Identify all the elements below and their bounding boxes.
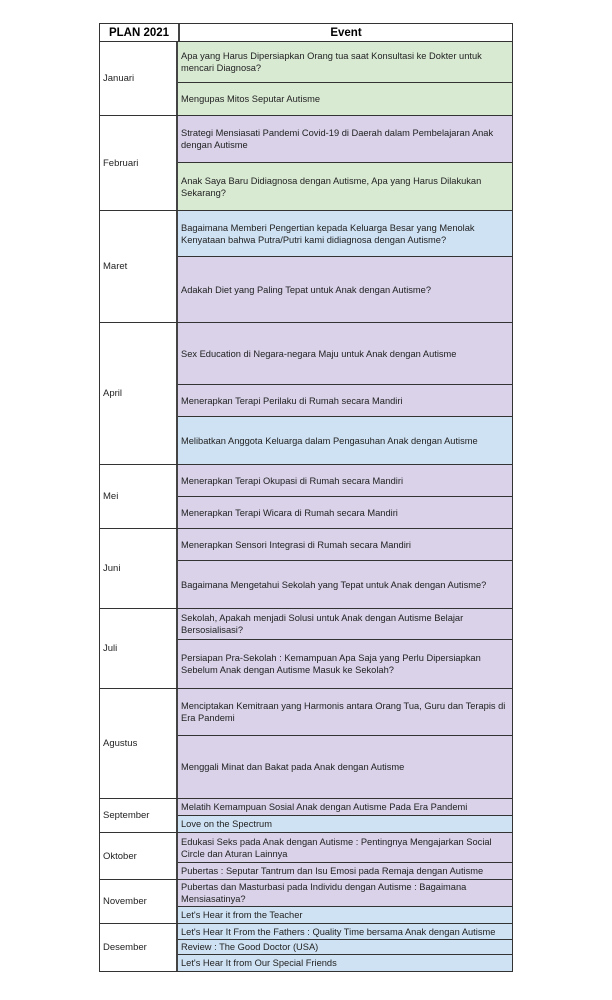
header-event: Event <box>330 26 362 39</box>
month-row-november: November Pubertas dan Masturbasi pada Ind… <box>100 880 512 924</box>
event-cell: Persiapan Pra-Sekolah : Kemampuan Apa Sa… <box>178 640 512 688</box>
event-cell: Edukasi Seks pada Anak dengan Autisme : … <box>178 833 512 863</box>
month-events: Edukasi Seks pada Anak dengan Autisme : … <box>178 833 512 879</box>
event-cell: Sex Education di Negara-negara Maju untu… <box>178 323 512 385</box>
month-row-september: September Melatih Kemampuan Sosial Anak d… <box>100 799 512 833</box>
event-cell: Pubertas dan Masturbasi pada Individu de… <box>178 880 512 907</box>
event-cell: Review : The Good Doctor (USA) <box>178 940 512 955</box>
month-row-juli: Juli Sekolah, Apakah menjadi Solusi untuk… <box>100 609 512 689</box>
event-cell: Let's Hear It from Our Special Friends <box>178 955 512 971</box>
event-cell: Mengupas Mitos Seputar Autisme <box>178 83 512 115</box>
month-label: April <box>100 323 178 464</box>
month-row-desember: Desember Let's Hear It From the Fathers :… <box>100 924 512 971</box>
month-events: Menerapkan Sensori Integrasi di Rumah se… <box>178 529 512 608</box>
month-label: Maret <box>100 211 178 322</box>
event-cell: Menerapkan Terapi Okupasi di Rumah secar… <box>178 465 512 497</box>
plan-table: PLAN 2021 Event Januari Apa yang Harus Di… <box>99 23 513 972</box>
event-cell: Menerapkan Terapi Perilaku di Rumah seca… <box>178 385 512 417</box>
month-row-mei: Mei Menerapkan Terapi Okupasi di Rumah se… <box>100 465 512 529</box>
month-label: Mei <box>100 465 178 528</box>
month-row-april: April Sex Education di Negara-negara Maju… <box>100 323 512 465</box>
month-events: Bagaimana Memberi Pengertian kepada Kelu… <box>178 211 512 322</box>
table-body: Januari Apa yang Harus Dipersiapkan Orang… <box>100 42 512 971</box>
month-row-januari: Januari Apa yang Harus Dipersiapkan Orang… <box>100 42 512 116</box>
event-cell: Melatih Kemampuan Sosial Anak dengan Aut… <box>178 799 512 816</box>
event-cell: Apa yang Harus Dipersiapkan Orang tua sa… <box>178 42 512 83</box>
header-plan: PLAN 2021 <box>100 24 180 41</box>
event-cell: Bagaimana Mengetahui Sekolah yang Tepat … <box>178 561 512 608</box>
event-cell: Strategi Mensiasati Pandemi Covid-19 di … <box>178 116 512 163</box>
month-label: November <box>100 880 178 923</box>
event-cell: Love on the Spectrum <box>178 816 512 832</box>
month-events: Apa yang Harus Dipersiapkan Orang tua sa… <box>178 42 512 115</box>
month-events: Pubertas dan Masturbasi pada Individu de… <box>178 880 512 923</box>
month-label: Juli <box>100 609 178 688</box>
table-header: PLAN 2021 Event <box>100 24 512 42</box>
month-events: Strategi Mensiasati Pandemi Covid-19 di … <box>178 116 512 210</box>
month-events: Sex Education di Negara-negara Maju untu… <box>178 323 512 464</box>
month-label: Agustus <box>100 689 178 798</box>
month-events: Let's Hear It From the Fathers : Quality… <box>178 924 512 971</box>
month-label: Desember <box>100 924 178 971</box>
event-cell: Pubertas : Seputar Tantrum dan Isu Emosi… <box>178 863 512 879</box>
month-events: Menerapkan Terapi Okupasi di Rumah secar… <box>178 465 512 528</box>
month-row-agustus: Agustus Menciptakan Kemitraan yang Harmon… <box>100 689 512 799</box>
event-cell: Adakah Diet yang Paling Tepat untuk Anak… <box>178 257 512 322</box>
month-label: Oktober <box>100 833 178 879</box>
event-cell: Menggali Minat dan Bakat pada Anak denga… <box>178 736 512 798</box>
event-cell: Let's Hear it from the Teacher <box>178 907 512 923</box>
event-cell: Let's Hear It From the Fathers : Quality… <box>178 924 512 940</box>
month-events: Menciptakan Kemitraan yang Harmonis anta… <box>178 689 512 798</box>
event-cell: Melibatkan Anggota Keluarga dalam Pengas… <box>178 417 512 464</box>
month-label: September <box>100 799 178 832</box>
event-cell: Bagaimana Memberi Pengertian kepada Kelu… <box>178 211 512 257</box>
month-events: Melatih Kemampuan Sosial Anak dengan Aut… <box>178 799 512 832</box>
month-events: Sekolah, Apakah menjadi Solusi untuk Ana… <box>178 609 512 688</box>
month-label: Januari <box>100 42 178 115</box>
event-cell: Menerapkan Sensori Integrasi di Rumah se… <box>178 529 512 561</box>
month-label: Februari <box>100 116 178 210</box>
event-cell: Menerapkan Terapi Wicara di Rumah secara… <box>178 497 512 528</box>
event-cell: Sekolah, Apakah menjadi Solusi untuk Ana… <box>178 609 512 640</box>
month-label: Juni <box>100 529 178 608</box>
month-row-maret: Maret Bagaimana Memberi Pengertian kepada… <box>100 211 512 323</box>
event-cell: Anak Saya Baru Didiagnosa dengan Autisme… <box>178 163 512 210</box>
month-row-juni: Juni Menerapkan Sensori Integrasi di Ruma… <box>100 529 512 609</box>
month-row-februari: Februari Strategi Mensiasati Pandemi Covi… <box>100 116 512 211</box>
event-cell: Menciptakan Kemitraan yang Harmonis anta… <box>178 689 512 736</box>
month-row-oktober: Oktober Edukasi Seks pada Anak dengan Aut… <box>100 833 512 880</box>
